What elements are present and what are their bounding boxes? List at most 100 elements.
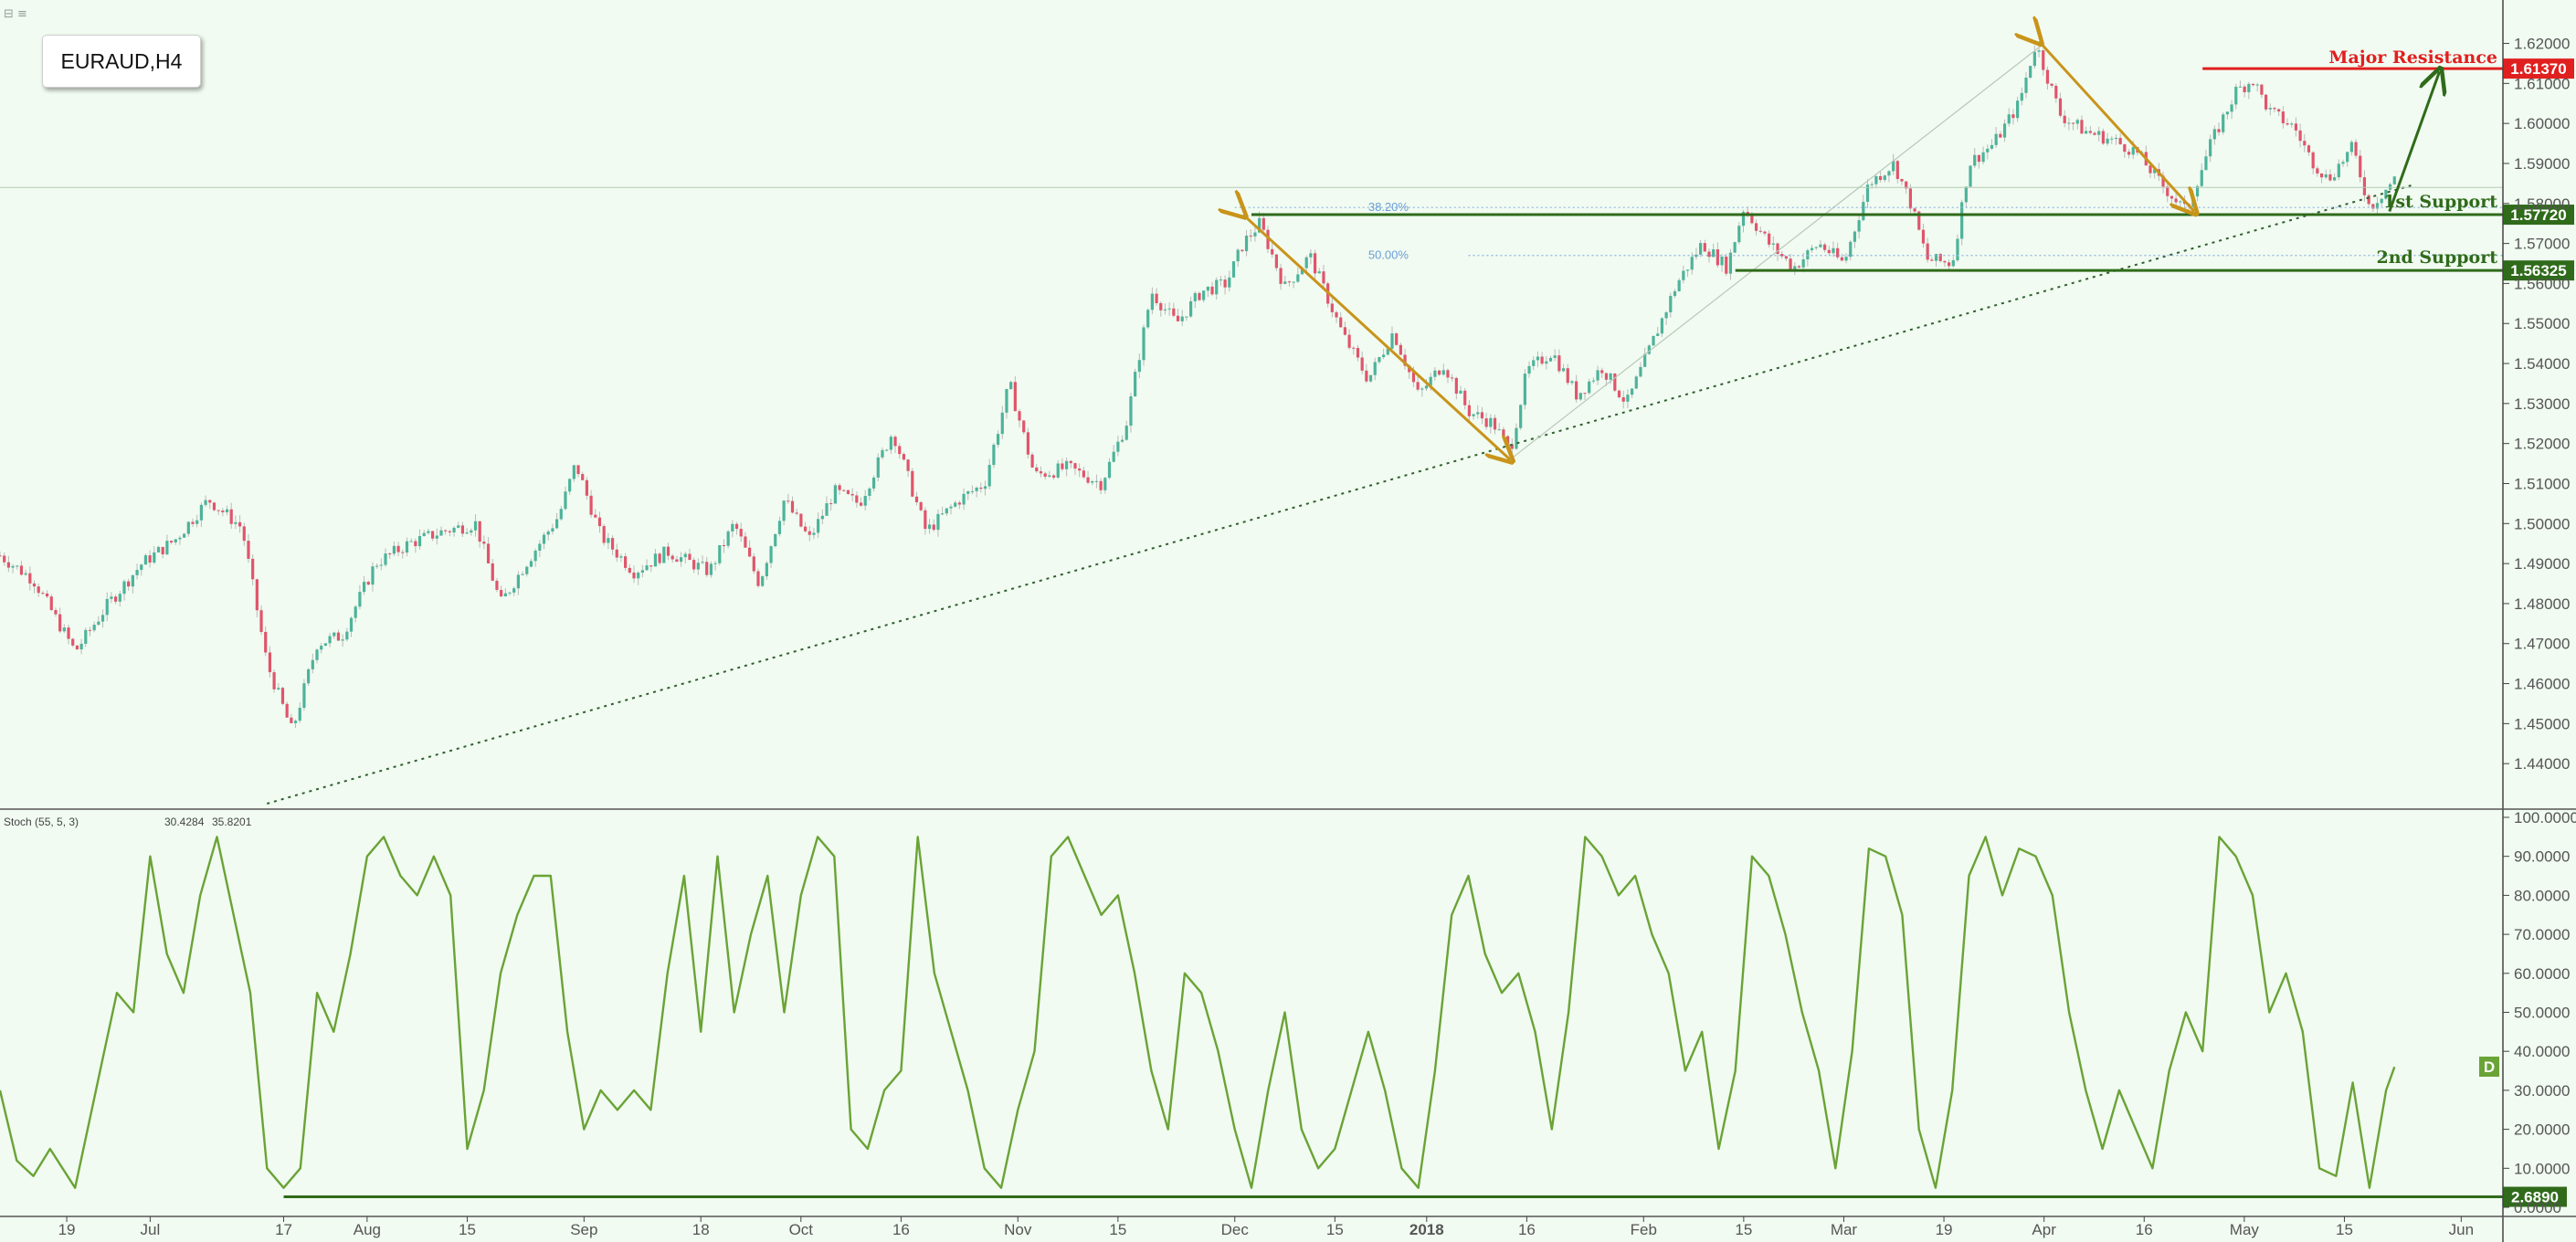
- candle-body: [2362, 177, 2367, 195]
- candle-body: [2106, 138, 2109, 144]
- candle-body: [1009, 382, 1013, 389]
- candle-body: [1056, 463, 1060, 478]
- candle-body: [444, 530, 448, 532]
- candle-body: [1604, 373, 1609, 380]
- price-tick-label: 1.51000: [2514, 475, 2570, 492]
- fib-50-label: 50.00%: [1368, 248, 1409, 262]
- candle-body: [996, 434, 1000, 445]
- price-tick-label: 1.62000: [2514, 36, 2570, 53]
- candle-body: [632, 572, 636, 579]
- candle-body: [169, 541, 174, 542]
- candle-body: [1219, 279, 1223, 281]
- candle-body: [88, 629, 92, 631]
- candle-body: [833, 485, 837, 504]
- candle-body: [212, 502, 216, 510]
- candle-body: [366, 582, 370, 585]
- candle-body: [512, 588, 516, 593]
- candle-body: [1467, 405, 1471, 416]
- candle-body: [79, 643, 83, 650]
- stoch-tick-label: 60.0000: [2514, 965, 2570, 983]
- candle-body: [439, 530, 443, 536]
- candle-body: [1969, 165, 1972, 187]
- candle-body: [1994, 133, 1998, 145]
- candle-body: [1639, 366, 1642, 377]
- candle-body: [1399, 344, 1402, 355]
- candle-body: [225, 509, 229, 512]
- candle-body: [1934, 254, 1938, 261]
- candle-body: [143, 555, 148, 565]
- candle-body: [533, 550, 537, 562]
- candle-body: [1548, 357, 1553, 362]
- candle-body: [521, 574, 524, 575]
- candle-body: [1814, 247, 1818, 248]
- candle-body: [482, 542, 486, 544]
- candle-body: [2054, 85, 2058, 99]
- candle-body: [67, 627, 70, 639]
- candle-body: [1249, 236, 1252, 237]
- candle-body: [979, 487, 983, 489]
- candle-body: [1142, 327, 1145, 361]
- candle-body: [1857, 220, 1861, 232]
- support-1-label: 1st Support: [2383, 192, 2497, 212]
- candle-body: [1150, 293, 1154, 310]
- candle-body: [1210, 286, 1214, 295]
- candle-body: [538, 543, 542, 551]
- candle-body: [1588, 381, 1591, 394]
- candle-body: [756, 571, 760, 586]
- candle-body: [619, 556, 623, 558]
- candle-body: [1733, 242, 1737, 253]
- candle-body: [1960, 202, 1964, 239]
- candle-body: [1895, 161, 1899, 179]
- price-tick-label: 1.49000: [2514, 555, 2570, 573]
- candle-body: [2179, 201, 2182, 203]
- candle-body: [1390, 333, 1394, 349]
- candle-body: [645, 565, 649, 571]
- candle-body: [1677, 279, 1681, 291]
- candle-body: [1030, 454, 1034, 468]
- candle-body: [32, 583, 37, 587]
- candle-body: [1938, 254, 1942, 261]
- stoch-tick-label: 0.0000: [2514, 1199, 2561, 1216]
- candle-body: [1228, 277, 1231, 288]
- candle-body: [1437, 370, 1441, 375]
- candle-body: [1051, 475, 1056, 478]
- candle-body: [1022, 420, 1026, 433]
- candle-body: [1793, 266, 1797, 269]
- candle-body: [349, 617, 354, 632]
- candle-body: [829, 503, 833, 505]
- candle-body: [2388, 184, 2392, 190]
- candle-body: [1296, 274, 1300, 282]
- candle-body: [983, 486, 987, 489]
- toolbar-icons[interactable]: ⊟ ≡: [4, 7, 27, 21]
- candle-body: [1215, 279, 1219, 295]
- candle-body: [666, 546, 670, 556]
- candle-body: [2110, 138, 2114, 140]
- candle-body: [1146, 310, 1150, 328]
- candle-body: [992, 444, 996, 466]
- time-tick-label: 15: [459, 1221, 476, 1238]
- candle-body: [1540, 356, 1544, 364]
- candle-body: [1981, 152, 1985, 163]
- candle-body: [2085, 131, 2088, 134]
- candle-body: [268, 652, 272, 673]
- candle-body: [16, 565, 19, 567]
- candle-body: [1943, 260, 1947, 263]
- candle-body: [1964, 186, 1968, 203]
- candle-body: [799, 513, 803, 527]
- candle-body: [1652, 335, 1655, 346]
- candle-body: [1634, 376, 1638, 389]
- candle-body: [1378, 357, 1381, 363]
- candle-body: [2328, 174, 2332, 181]
- time-tick-label: Aug: [354, 1221, 381, 1238]
- candle-body: [491, 563, 494, 581]
- candle-body: [1107, 461, 1112, 479]
- candle-body: [178, 537, 182, 540]
- candle-body: [2384, 189, 2388, 199]
- candle-body: [525, 566, 529, 574]
- candle-body: [1188, 300, 1193, 317]
- candle-body: [1913, 208, 1916, 212]
- time-tick-label: 17: [275, 1221, 292, 1238]
- candle-body: [2093, 132, 2096, 135]
- candle-body: [1999, 133, 2002, 138]
